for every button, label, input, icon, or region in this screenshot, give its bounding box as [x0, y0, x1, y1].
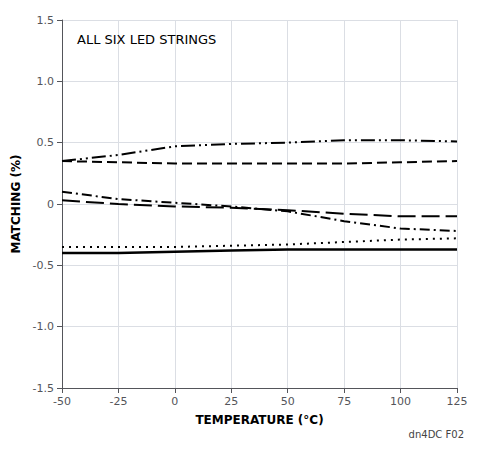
svg-text:-1.5: -1.5 — [33, 382, 54, 395]
svg-text:0: 0 — [47, 198, 54, 211]
svg-text:1.0: 1.0 — [37, 75, 55, 88]
svg-text:dn4DC F02: dn4DC F02 — [409, 429, 464, 440]
svg-text:-1.0: -1.0 — [33, 320, 54, 333]
svg-text:ALL SIX LED STRINGS: ALL SIX LED STRINGS — [77, 32, 216, 47]
svg-text:125: 125 — [447, 395, 468, 408]
svg-text:100: 100 — [390, 395, 411, 408]
svg-text:MATCHING (%): MATCHING (%) — [9, 155, 23, 254]
svg-text:-25: -25 — [109, 395, 127, 408]
svg-text:TEMPERATURE (°C): TEMPERATURE (°C) — [195, 413, 323, 427]
svg-text:75: 75 — [337, 395, 351, 408]
svg-text:25: 25 — [224, 395, 238, 408]
svg-text:-0.5: -0.5 — [33, 259, 54, 272]
svg-text:1.5: 1.5 — [37, 14, 55, 27]
svg-text:50: 50 — [281, 395, 295, 408]
svg-text:0: 0 — [171, 395, 178, 408]
svg-text:0.5: 0.5 — [37, 136, 55, 149]
svg-text:-50: -50 — [53, 395, 71, 408]
